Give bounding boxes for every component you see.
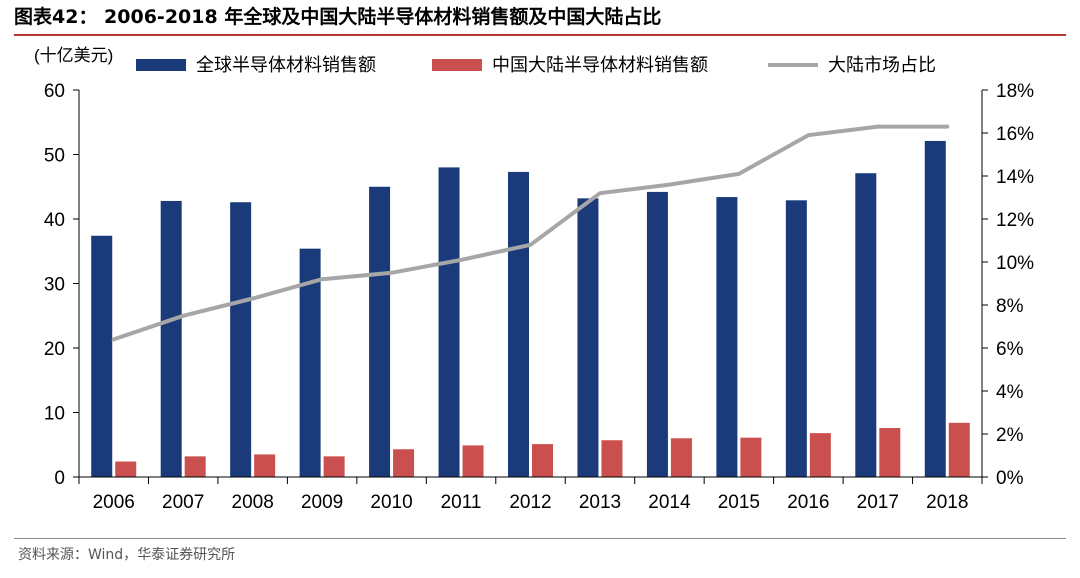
bar-global — [924, 140, 946, 477]
bar-global — [508, 171, 529, 478]
x-tick-label: 2014 — [648, 492, 691, 513]
bar-global — [785, 200, 807, 478]
y-right-tick-label: 18% — [996, 81, 1034, 102]
x-tick-label: 2006 — [93, 492, 135, 513]
legend-label-china: 中国大陆半导体材料销售额 — [492, 55, 708, 75]
y-left-tick-label: 20 — [44, 339, 65, 360]
bar-china — [809, 433, 831, 477]
y-right-tick-label: 16% — [996, 124, 1034, 145]
bar-china — [532, 444, 553, 477]
y-left-tick-label: 60 — [44, 81, 65, 102]
y-left-tick-label: 40 — [44, 210, 65, 231]
bar-china — [254, 454, 276, 477]
bar-global — [577, 198, 599, 478]
bar-china — [115, 461, 137, 477]
bar-global — [855, 173, 877, 477]
title-divider — [14, 34, 1066, 36]
y-left-tick-label: 30 — [44, 275, 65, 296]
y-axis-left: (十亿美元) 0 10 20 30 40 50 60 — [34, 46, 113, 489]
bar-global — [646, 191, 668, 477]
bar-china — [462, 445, 484, 477]
x-tick-label: 2013 — [579, 492, 621, 513]
bar-china — [601, 440, 623, 477]
y-right-tick-label: 14% — [996, 167, 1034, 188]
line-share-series — [111, 124, 950, 342]
bar-china — [948, 422, 970, 477]
x-axis: 2006 2007 2008 2009 2010 2011 2012 2013 2014 2015… — [78, 476, 983, 513]
y-right-tick-label: 8% — [996, 296, 1024, 317]
legend-label-share: 大陆市场占比 — [828, 55, 936, 75]
x-tick-label: 2016 — [787, 492, 829, 513]
x-tick-label: 2010 — [370, 492, 412, 513]
bar-global — [160, 200, 182, 477]
bars — [91, 140, 970, 478]
bar-china — [393, 449, 415, 477]
bar-china — [879, 427, 901, 477]
y-right-tick-label: 6% — [996, 339, 1024, 360]
legend: 全球半导体材料销售额 中国大陆半导体材料销售额 大陆市场占比 — [136, 55, 936, 75]
y-axis-right: 0% 2% 4% 6% 8% 10% 12% 14% 16% 18% — [981, 81, 1034, 489]
x-tick-label: 2007 — [162, 492, 204, 513]
x-tick-label: 2017 — [857, 492, 899, 513]
bar-global — [91, 235, 113, 477]
x-tick-label: 2008 — [232, 492, 274, 513]
x-tick-label: 2009 — [301, 492, 343, 513]
share-line — [111, 124, 950, 342]
x-tick-label: 2018 — [926, 492, 968, 513]
y-right-tick-label: 12% — [996, 210, 1034, 231]
y-right-tick-label: 10% — [996, 253, 1034, 274]
y-left-tick-label: 0 — [54, 468, 65, 489]
bar-global — [299, 248, 321, 477]
x-tick-label: 2011 — [441, 492, 482, 513]
figure-title-bar: 图表42： 2006-2018 年全球及中国大陆半导体材料销售额及中国大陆占比 — [14, 2, 1066, 36]
x-tick-label: 2015 — [718, 492, 760, 513]
bar-global — [438, 167, 460, 477]
y-left-tick-label: 10 — [44, 404, 65, 425]
bar-china — [740, 437, 762, 477]
footer-divider — [14, 538, 1066, 539]
y-right-tick-label: 4% — [996, 382, 1024, 403]
figure-title: 图表42： 2006-2018 年全球及中国大陆半导体材料销售额及中国大陆占比 — [14, 6, 662, 28]
bar-global — [230, 202, 252, 478]
bar-global — [369, 186, 391, 477]
legend-swatch-china — [432, 59, 482, 71]
bar-china — [184, 456, 206, 477]
bar-china — [670, 438, 692, 477]
bar-china — [323, 456, 345, 477]
legend-swatch-global — [136, 59, 186, 71]
legend-label-global: 全球半导体材料销售额 — [196, 55, 376, 75]
y-left-tick-label: 50 — [44, 146, 65, 167]
x-tick-label: 2012 — [509, 492, 551, 513]
bar-global — [716, 197, 738, 477]
y-axis-unit-label: (十亿美元) — [34, 46, 113, 65]
source-note: 资料来源：Wind，华泰证券研究所 — [18, 547, 236, 563]
y-right-tick-label: 2% — [996, 425, 1024, 446]
y-right-tick-label: 0% — [996, 468, 1024, 489]
